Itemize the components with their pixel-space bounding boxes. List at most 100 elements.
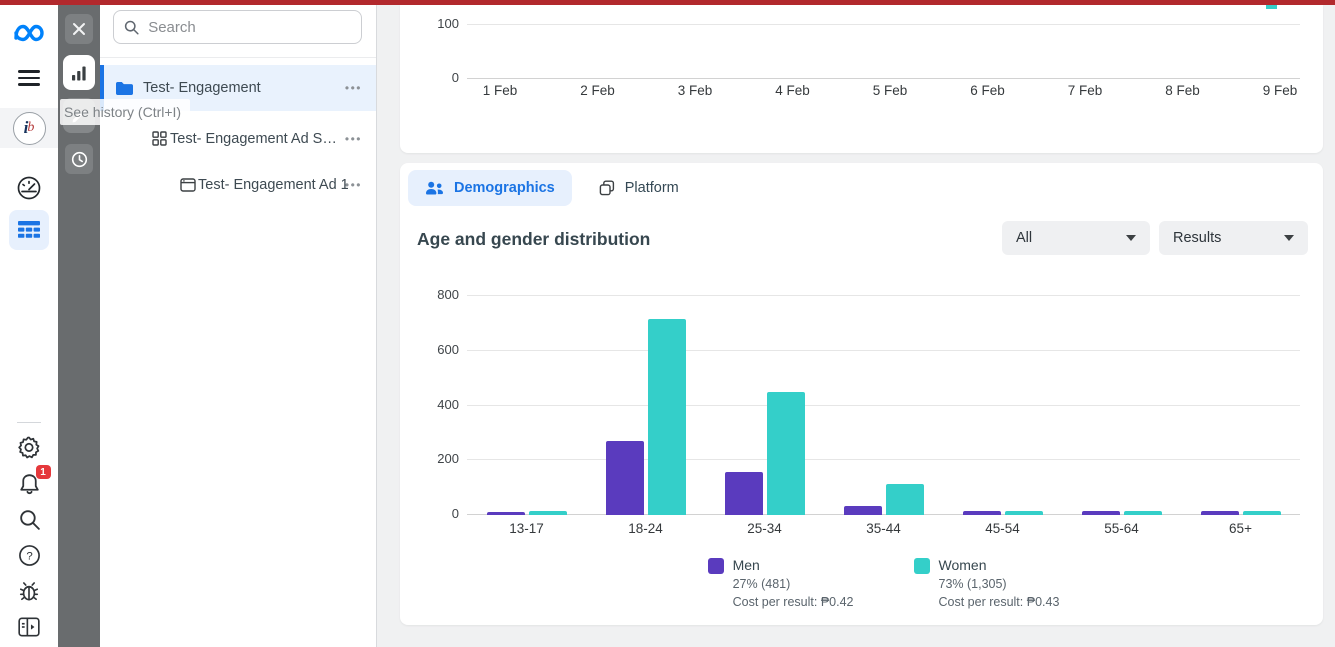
- meta-logo-icon[interactable]: [0, 18, 58, 48]
- campaigns-table-active-pill[interactable]: [9, 210, 49, 250]
- bar-men: [724, 472, 763, 515]
- category-label: 65+: [1229, 521, 1252, 536]
- row-menu-button[interactable]: •••: [344, 81, 362, 95]
- tree-row-ad[interactable]: Test- Engagement Ad 1 •••: [100, 162, 376, 207]
- time-series-card: 100 0 1 Feb 2 Feb 3 Feb 4 Feb 5 Feb 6 Feb 7 Fe…: [400, 5, 1323, 153]
- bar-men: [1200, 511, 1239, 515]
- top-accent-bar: [0, 0, 1335, 5]
- legend-cost: Cost per result: ₱0.42: [732, 595, 854, 609]
- category-axis-labels: 13-17 18-24 25-34 35-44 45-54 55-64 65+: [467, 521, 1300, 537]
- ads-manager-gauge-icon[interactable]: [0, 173, 58, 203]
- row-menu-button[interactable]: •••: [344, 177, 362, 192]
- legend-name: Women: [938, 557, 987, 573]
- tree-row-adset[interactable]: Test- Engagement Ad Se… •••: [100, 116, 376, 161]
- see-history-tooltip: See history (Ctrl+I): [60, 99, 191, 125]
- bar-women: [766, 391, 805, 515]
- bar-group: [586, 296, 705, 515]
- chart-legend: Men 27% (481) Cost per result: ₱0.42 Wom…: [467, 557, 1300, 610]
- category-label: 25-34: [747, 521, 782, 536]
- bar-women: [647, 319, 686, 515]
- close-panel-button[interactable]: [65, 14, 93, 44]
- see-history-button[interactable]: [65, 144, 93, 174]
- collapse-panel-icon[interactable]: [0, 613, 58, 641]
- bar-women: [1242, 511, 1281, 515]
- avatar-letter: i: [23, 118, 29, 137]
- gridline: 200: [437, 452, 1300, 466]
- settings-gear-icon[interactable]: [0, 433, 58, 461]
- business-profile-row[interactable]: i b: [0, 108, 58, 148]
- main-menu-icon[interactable]: [0, 65, 58, 91]
- ad-name: Test- Engagement Ad 1: [198, 176, 349, 193]
- bar-men: [1081, 511, 1120, 515]
- section-title: Age and gender distribution: [417, 229, 651, 249]
- gridline: 400: [437, 397, 1300, 411]
- y-tick-label: 0: [451, 506, 459, 521]
- view-charts-button[interactable]: [63, 55, 95, 90]
- tab-label: Demographics: [454, 180, 555, 196]
- tab-platform[interactable]: Platform: [582, 170, 696, 206]
- help-icon[interactable]: ?: [0, 541, 58, 569]
- bar-group: [1062, 296, 1181, 515]
- panel-divider: [100, 57, 376, 58]
- bar-group: [467, 296, 586, 515]
- notifications-bell[interactable]: 1: [0, 465, 58, 498]
- legend-cost: Cost per result: ₱0.43: [938, 595, 1060, 609]
- category-label: 45-54: [985, 521, 1020, 536]
- x-tick-label: 1 Feb: [482, 83, 518, 98]
- breakdown-dropdown[interactable]: All: [1002, 221, 1150, 255]
- x-axis-line: 0: [452, 71, 1300, 85]
- ad-frame-icon: [180, 177, 196, 192]
- gridline: 0: [452, 507, 1300, 521]
- avatar-letter: b: [27, 120, 35, 135]
- legend-item-men: Men 27% (481) Cost per result: ₱0.42: [707, 557, 854, 610]
- adset-grid-icon: [152, 131, 167, 146]
- campaign-name: Test- Engagement: [143, 80, 261, 96]
- x-tick-label: 3 Feb: [677, 83, 713, 98]
- metric-dropdown[interactable]: Results: [1159, 221, 1308, 255]
- age-gender-bar-chart: 800 600 400 200 0: [437, 288, 1300, 521]
- category-label: 13-17: [509, 521, 544, 536]
- tab-demographics[interactable]: Demographics: [408, 170, 572, 206]
- bar-women: [885, 483, 924, 515]
- insights-tabs: Demographics Platform: [408, 170, 696, 206]
- bar-group: [943, 296, 1062, 515]
- adset-name: Test- Engagement Ad Se…: [170, 130, 340, 147]
- tab-label: Platform: [624, 180, 679, 196]
- chevron-down-icon: [1126, 235, 1136, 241]
- tree-search-box[interactable]: [113, 10, 362, 44]
- help-glyph: ?: [26, 550, 32, 562]
- x-tick-label: 6 Feb: [970, 83, 1005, 98]
- legend-item-women: Women 73% (1,305) Cost per result: ₱0.43: [913, 557, 1060, 610]
- x-tick-label: 7 Feb: [1067, 83, 1103, 98]
- row-menu-button[interactable]: •••: [344, 131, 362, 146]
- search-input[interactable]: [148, 18, 351, 36]
- sidebar-search-icon[interactable]: [0, 505, 58, 533]
- people-icon: [426, 181, 443, 194]
- category-label: 35-44: [866, 521, 901, 536]
- bar-women: [528, 511, 567, 515]
- legend-share: 27% (481): [732, 577, 791, 591]
- y-tick-label: 0: [451, 70, 459, 85]
- global-sidebar: i b: [0, 5, 58, 647]
- business-avatar[interactable]: i b: [12, 111, 46, 145]
- overlapping-squares-icon: [599, 180, 614, 196]
- legend-share: 73% (1,305): [938, 577, 1007, 591]
- x-tick-label: 5 Feb: [872, 83, 908, 98]
- legend-name: Men: [732, 557, 760, 573]
- bar-men: [486, 511, 525, 515]
- x-tick-label: 8 Feb: [1165, 83, 1200, 98]
- bar-group: [705, 296, 824, 515]
- search-icon: [124, 20, 139, 35]
- report-bug-icon[interactable]: [0, 577, 58, 605]
- category-label: 55-64: [1104, 521, 1139, 536]
- folder-icon: [115, 81, 134, 96]
- bar-groups: [467, 296, 1300, 515]
- y-tick-label: 200: [437, 451, 459, 467]
- women-swatch: [913, 558, 930, 574]
- bar-group: [824, 296, 943, 515]
- main-content: 100 0 1 Feb 2 Feb 3 Feb 4 Feb 5 Feb 6 Feb 7 Fe…: [377, 5, 1335, 647]
- cropped-line-series-mark: [1266, 5, 1277, 9]
- x-tick-label: 9 Feb: [1262, 83, 1298, 98]
- campaigns-table-nav[interactable]: [0, 210, 58, 250]
